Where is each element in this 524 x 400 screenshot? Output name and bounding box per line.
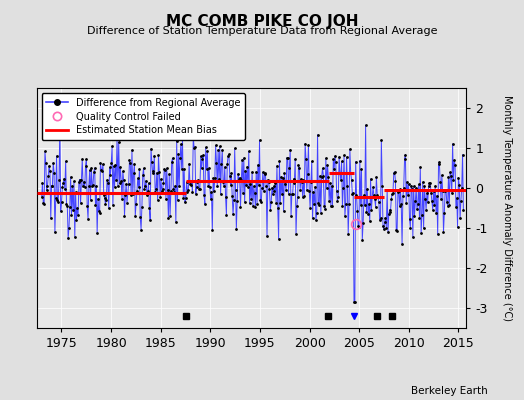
Text: Berkeley Earth: Berkeley Earth (411, 386, 487, 396)
Text: Difference of Station Temperature Data from Regional Average: Difference of Station Temperature Data f… (87, 26, 437, 36)
Y-axis label: Monthly Temperature Anomaly Difference (°C): Monthly Temperature Anomaly Difference (… (501, 95, 511, 321)
Text: MC COMB PIKE CO JOH: MC COMB PIKE CO JOH (166, 14, 358, 29)
